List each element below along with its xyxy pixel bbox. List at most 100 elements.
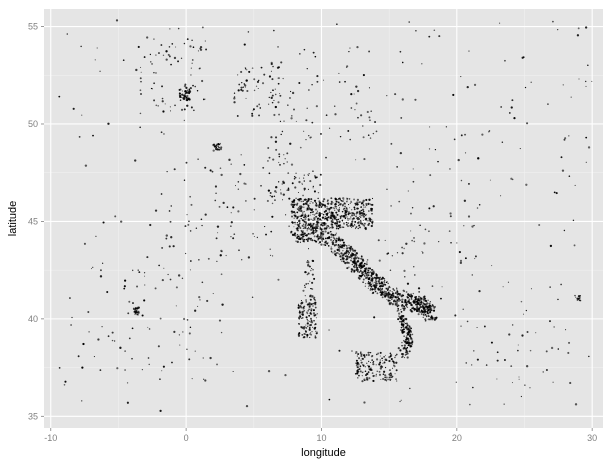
data-point bbox=[335, 232, 337, 234]
data-point bbox=[384, 378, 387, 381]
data-point bbox=[383, 283, 385, 285]
data-point bbox=[251, 67, 254, 69]
data-point bbox=[368, 210, 370, 212]
data-point bbox=[317, 205, 320, 207]
data-point bbox=[186, 104, 189, 107]
data-point bbox=[252, 110, 254, 112]
data-point bbox=[366, 362, 368, 364]
data-point bbox=[303, 335, 306, 339]
data-point bbox=[311, 273, 314, 276]
data-point bbox=[563, 229, 566, 232]
data-point bbox=[407, 294, 410, 296]
data-point bbox=[379, 355, 381, 357]
data-point bbox=[386, 95, 388, 97]
data-point bbox=[245, 79, 248, 82]
data-point bbox=[155, 72, 157, 74]
data-point bbox=[501, 141, 504, 144]
data-point bbox=[316, 210, 318, 212]
data-point bbox=[153, 72, 155, 74]
data-point bbox=[198, 258, 200, 261]
data-point bbox=[279, 94, 282, 97]
data-point bbox=[287, 187, 290, 190]
data-point bbox=[161, 246, 164, 249]
data-point bbox=[314, 323, 317, 326]
data-point bbox=[340, 252, 343, 255]
data-point bbox=[491, 265, 493, 267]
data-point bbox=[298, 219, 301, 223]
data-point bbox=[387, 295, 390, 298]
data-point bbox=[403, 335, 405, 337]
data-point bbox=[397, 292, 400, 295]
data-point bbox=[220, 249, 223, 253]
data-point bbox=[324, 209, 328, 213]
data-point bbox=[198, 295, 201, 299]
data-point bbox=[357, 357, 361, 360]
data-point bbox=[153, 82, 156, 85]
data-point bbox=[256, 236, 259, 239]
data-point bbox=[412, 292, 415, 295]
data-point bbox=[158, 264, 160, 267]
data-point bbox=[401, 331, 404, 334]
data-point bbox=[403, 320, 405, 322]
data-point bbox=[370, 355, 373, 358]
data-point bbox=[346, 200, 348, 203]
data-point bbox=[569, 381, 572, 385]
data-point bbox=[401, 246, 403, 249]
data-point bbox=[374, 282, 378, 285]
data-point bbox=[367, 267, 370, 270]
data-point bbox=[240, 70, 243, 74]
data-point bbox=[333, 216, 336, 219]
data-point bbox=[363, 222, 366, 225]
data-point bbox=[585, 136, 588, 139]
data-point bbox=[294, 212, 296, 214]
data-point bbox=[319, 212, 322, 215]
data-point bbox=[380, 378, 382, 381]
data-point bbox=[230, 221, 233, 224]
data-point bbox=[401, 320, 404, 323]
data-point bbox=[315, 215, 318, 218]
data-point bbox=[246, 89, 249, 93]
data-point bbox=[355, 159, 357, 161]
data-point bbox=[323, 205, 325, 207]
data-point bbox=[316, 235, 319, 238]
data-point bbox=[422, 301, 424, 304]
data-point bbox=[393, 300, 395, 302]
data-point bbox=[321, 238, 323, 241]
data-point bbox=[349, 47, 351, 49]
data-point bbox=[313, 217, 316, 220]
data-point bbox=[214, 199, 217, 202]
data-point bbox=[330, 239, 332, 241]
data-point bbox=[173, 56, 177, 60]
data-point bbox=[138, 271, 141, 274]
data-point bbox=[321, 203, 323, 205]
data-point bbox=[384, 290, 386, 292]
data-point bbox=[319, 215, 321, 218]
data-point bbox=[332, 252, 334, 254]
data-point bbox=[360, 351, 362, 353]
data-point bbox=[348, 266, 350, 268]
x-axis-title: longitude bbox=[301, 447, 346, 459]
data-point bbox=[419, 305, 422, 309]
data-point bbox=[285, 214, 287, 216]
data-point bbox=[212, 292, 214, 295]
data-point bbox=[188, 358, 191, 361]
data-point bbox=[297, 198, 299, 201]
data-point bbox=[308, 326, 311, 329]
data-point bbox=[415, 303, 418, 306]
data-point bbox=[357, 216, 359, 219]
data-point bbox=[417, 299, 419, 301]
data-point bbox=[384, 239, 386, 242]
data-point bbox=[410, 341, 413, 344]
data-point bbox=[157, 105, 159, 107]
data-point bbox=[365, 354, 368, 356]
data-point bbox=[545, 368, 548, 372]
data-point bbox=[390, 302, 392, 304]
data-point bbox=[314, 176, 317, 179]
data-point bbox=[96, 47, 98, 49]
data-point bbox=[427, 312, 430, 315]
data-point bbox=[366, 110, 369, 114]
data-point bbox=[574, 403, 578, 406]
data-point bbox=[314, 175, 316, 177]
data-point bbox=[298, 322, 300, 325]
data-point bbox=[313, 327, 316, 330]
